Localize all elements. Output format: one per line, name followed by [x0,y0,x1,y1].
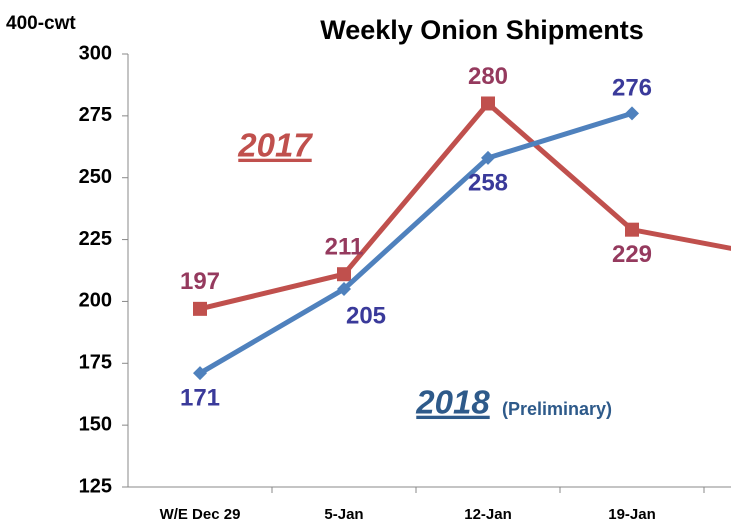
y-tick-label: 300 [79,42,112,64]
annotation: 2018 [415,384,490,421]
chart-title: Weekly Onion Shipments [320,15,644,45]
x-tick-label: 12-Jan [464,506,512,523]
annotation: (Preliminary) [502,399,612,419]
x-tick-label: 19-Jan [608,506,656,523]
x-tick-label: W/E Dec 29 [160,506,241,523]
y-tick-label: 225 [79,228,112,250]
y-tick-label: 200 [79,290,112,312]
x-tick-label: 5-Jan [324,506,363,523]
marker [193,366,207,381]
data-label: 280 [468,63,508,90]
marker [625,106,639,121]
marker [337,282,351,297]
data-label: 276 [612,75,652,102]
y-tick-label: 175 [79,352,112,374]
data-label: 171 [180,385,220,412]
marker [337,267,351,282]
data-label: 211 [325,234,364,261]
series-line [198,110,633,376]
marker [193,301,207,316]
y-tick-label: 150 [79,413,112,435]
annotation: 2017 [237,127,313,164]
y-tick-label: 275 [79,104,112,126]
y-axis-label: 400-cwt [6,13,76,34]
data-label: 205 [346,302,386,329]
data-label: 258 [468,169,508,196]
marker [481,96,495,111]
y-tick-label: 250 [79,166,112,188]
marker [481,150,495,165]
data-label: 229 [612,241,652,268]
data-label: 197 [180,268,220,295]
y-tick-label: 125 [79,475,112,497]
marker [625,222,639,237]
